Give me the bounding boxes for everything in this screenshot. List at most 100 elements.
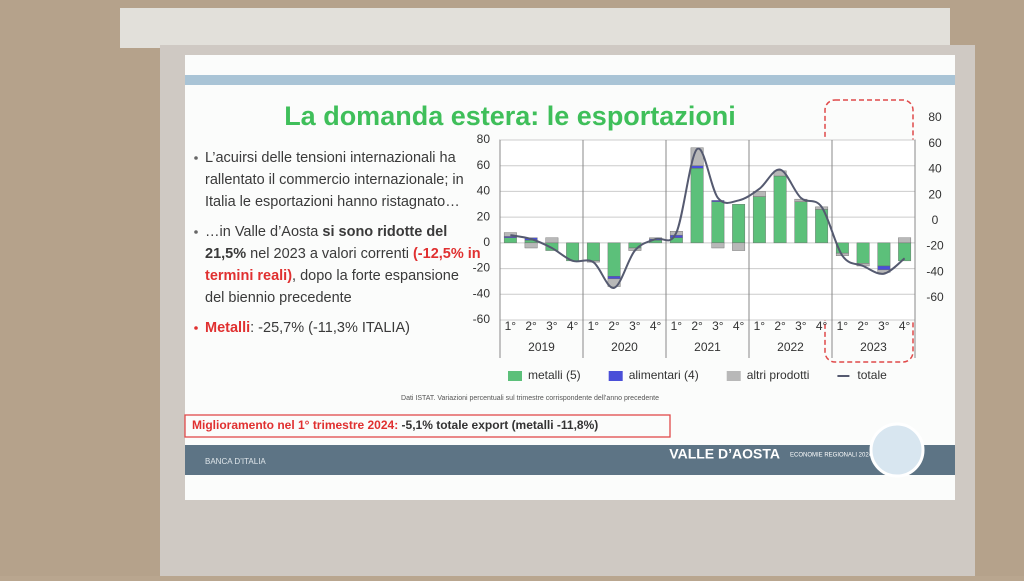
bar <box>607 242 621 277</box>
legend-label: alimentari (4) <box>629 368 699 382</box>
bullet-run: (-12,5% in <box>413 246 481 262</box>
bullet-line: …in Valle d’Aosta si sono ridotte del <box>205 224 447 240</box>
x-tick-label: 1° <box>588 319 600 333</box>
bar <box>898 237 912 244</box>
bar <box>711 242 725 249</box>
bar <box>732 242 746 251</box>
legend-swatch <box>726 371 741 381</box>
bar <box>773 175 787 244</box>
bullet-run: , dopo la forte espansione <box>292 268 459 284</box>
bullet-dot <box>194 326 198 330</box>
bar <box>732 204 746 244</box>
bullet-dot <box>194 156 198 160</box>
y-tick-label: -60 <box>473 312 491 326</box>
legend-label: totale <box>857 368 887 382</box>
bullet-dot <box>194 230 198 234</box>
x-tick-label: 4° <box>899 319 911 333</box>
bullet-line: Italia le esportazioni hanno ristagnato… <box>205 194 460 210</box>
x-tick-label: 4° <box>650 319 662 333</box>
legend-swatch <box>508 371 522 381</box>
highlight-run: Miglioramento nel 1° trimestre 2024: <box>192 418 398 432</box>
x-tick-label: 3° <box>546 319 558 333</box>
y-tick-label: -40 <box>473 286 491 300</box>
region: VALLE D’AOSTA <box>669 446 780 462</box>
x-tick-label: 3° <box>795 319 807 333</box>
year-label: 2019 <box>528 340 555 354</box>
bar <box>898 242 912 262</box>
bullet-run: 21,5% <box>205 246 246 262</box>
year-label: 2022 <box>777 340 804 354</box>
x-tick-label: 2° <box>857 319 869 333</box>
y-tick-label: 40 <box>477 184 491 198</box>
bar <box>690 165 704 169</box>
legend-label: metalli (5) <box>528 368 581 382</box>
bullet-line: termini reali), dopo la forte espansione <box>205 268 459 284</box>
y2-tick-label: 60 <box>928 136 942 150</box>
source-note: Dati ISTAT. Variazioni percentuali sul t… <box>401 395 659 402</box>
bullet-run: termini reali) <box>205 268 292 284</box>
bar <box>690 168 704 244</box>
y2-tick-label: -60 <box>926 290 944 304</box>
y2-tick-label: 40 <box>928 162 942 176</box>
bar <box>545 237 559 244</box>
bullet-run: nel 2023 a valori correnti <box>246 246 413 262</box>
line <box>510 147 906 289</box>
bar <box>711 201 725 244</box>
x-tick-label: 1° <box>671 319 683 333</box>
year-label: 2023 <box>860 340 887 354</box>
x-tick-label: 2° <box>608 319 620 333</box>
x-tick-label: 3° <box>712 319 724 333</box>
bar <box>794 201 808 244</box>
chart: -60 -40 -20 0 20 40 60 80 -60 -40 -20 0 20 40 60 80 2019… <box>473 110 944 382</box>
bullet-line: 21,5% nel 2023 a valori correnti (-12,5%… <box>205 246 481 262</box>
bullet-run: Italia le esportazioni hanno ristagnato… <box>205 194 460 210</box>
highlight-run: -5,1% totale export (metalli -11,8%) <box>398 418 598 432</box>
y2-tick-label: 20 <box>928 187 942 201</box>
bar <box>586 242 600 262</box>
x-tick-label: 1° <box>837 319 849 333</box>
year-label: 2020 <box>611 340 638 354</box>
bullet-run: : -25,7% (-11,3% ITALIA) <box>250 320 410 336</box>
bullet-run: L’acuirsi delle tensioni internazionali … <box>205 150 457 166</box>
x-tick-label: 4° <box>816 319 828 333</box>
footer-band <box>185 445 955 475</box>
legend-swatch <box>608 371 623 381</box>
bullet-run: rallentato il commercio internazionale; … <box>205 172 464 188</box>
bullet-run: si sono ridotte del <box>322 224 447 240</box>
y2-tick-label: 0 <box>932 213 939 227</box>
bar <box>524 242 538 249</box>
y2-tick-label: -20 <box>926 239 944 253</box>
bank-name: BANCA D’ITALIA <box>205 457 266 466</box>
x-tick-label: 4° <box>567 319 579 333</box>
year-label: 2021 <box>694 340 721 354</box>
x-tick-label: 1° <box>505 319 517 333</box>
bullets: L’acuirsi delle tensioni internazionali … <box>194 150 481 336</box>
bar <box>711 200 725 202</box>
y-tick-label: 60 <box>477 158 491 172</box>
x-tick-label: 1° <box>754 319 766 333</box>
bar <box>503 237 517 244</box>
bullet-run: Metalli <box>205 320 250 336</box>
screen-top <box>120 8 950 48</box>
bar <box>669 234 683 238</box>
bullet-run: …in Valle d’Aosta <box>205 224 322 240</box>
x-tick-label: 2° <box>525 319 537 333</box>
bar <box>877 265 891 271</box>
highlight-text: Miglioramento nel 1° trimestre 2024: -5,… <box>192 418 598 432</box>
y-tick-label: 0 <box>483 235 490 249</box>
highlight: Miglioramento nel 1° trimestre 2024: -5,… <box>192 418 598 432</box>
slide-title: La domanda estera: le esportazioni <box>284 101 736 131</box>
y2-tick-label: 80 <box>928 110 942 124</box>
bullet-line: del biennio precedente <box>205 290 352 306</box>
logo <box>869 422 925 478</box>
y2-tick-label: -40 <box>926 264 944 278</box>
bar <box>877 242 891 267</box>
y-tick-label: 20 <box>477 209 491 223</box>
bar <box>503 232 517 237</box>
bullet-line: L’acuirsi delle tensioni internazionali … <box>205 150 457 166</box>
bar <box>856 242 870 264</box>
bullet-run: del biennio precedente <box>205 290 352 306</box>
legend-label: altri prodotti <box>747 368 810 382</box>
x-tick-label: 2° <box>691 319 703 333</box>
